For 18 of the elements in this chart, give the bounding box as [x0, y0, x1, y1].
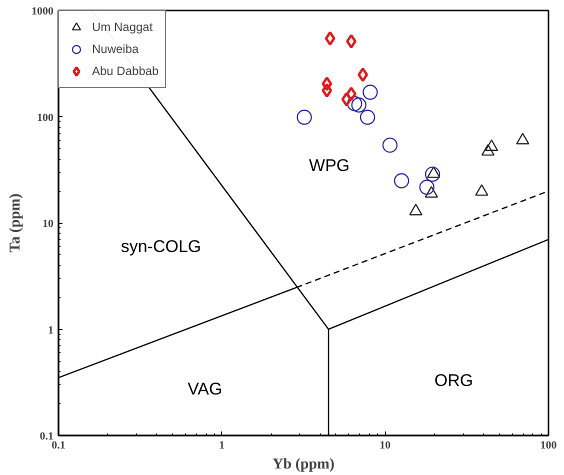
- y-tick-label: 1: [48, 324, 54, 336]
- x-tick-label: 1: [219, 440, 225, 452]
- x-axis-title: Yb (ppm): [272, 456, 335, 472]
- annotation: WPG: [309, 156, 350, 176]
- y-tick-label: 100: [37, 112, 54, 124]
- annotation: ORG: [434, 370, 474, 390]
- y-axis-title: Ta (ppm): [8, 193, 24, 253]
- legend-label: Um Naggat: [92, 19, 153, 35]
- x-tick-label: 0.1: [52, 440, 66, 452]
- x-tick-label: 100: [540, 440, 558, 452]
- annotation: syn-COLG: [120, 236, 202, 256]
- y-tick-label: 0.1: [40, 430, 54, 442]
- legend-label: Nuweiba: [92, 41, 139, 57]
- x-tick-label: 10: [380, 440, 392, 452]
- legend-label: Abu Dabbab: [92, 63, 159, 79]
- y-tick-label: 1000: [32, 6, 54, 18]
- y-tick-label: 10: [42, 218, 54, 230]
- annotation: VAG: [188, 379, 222, 398]
